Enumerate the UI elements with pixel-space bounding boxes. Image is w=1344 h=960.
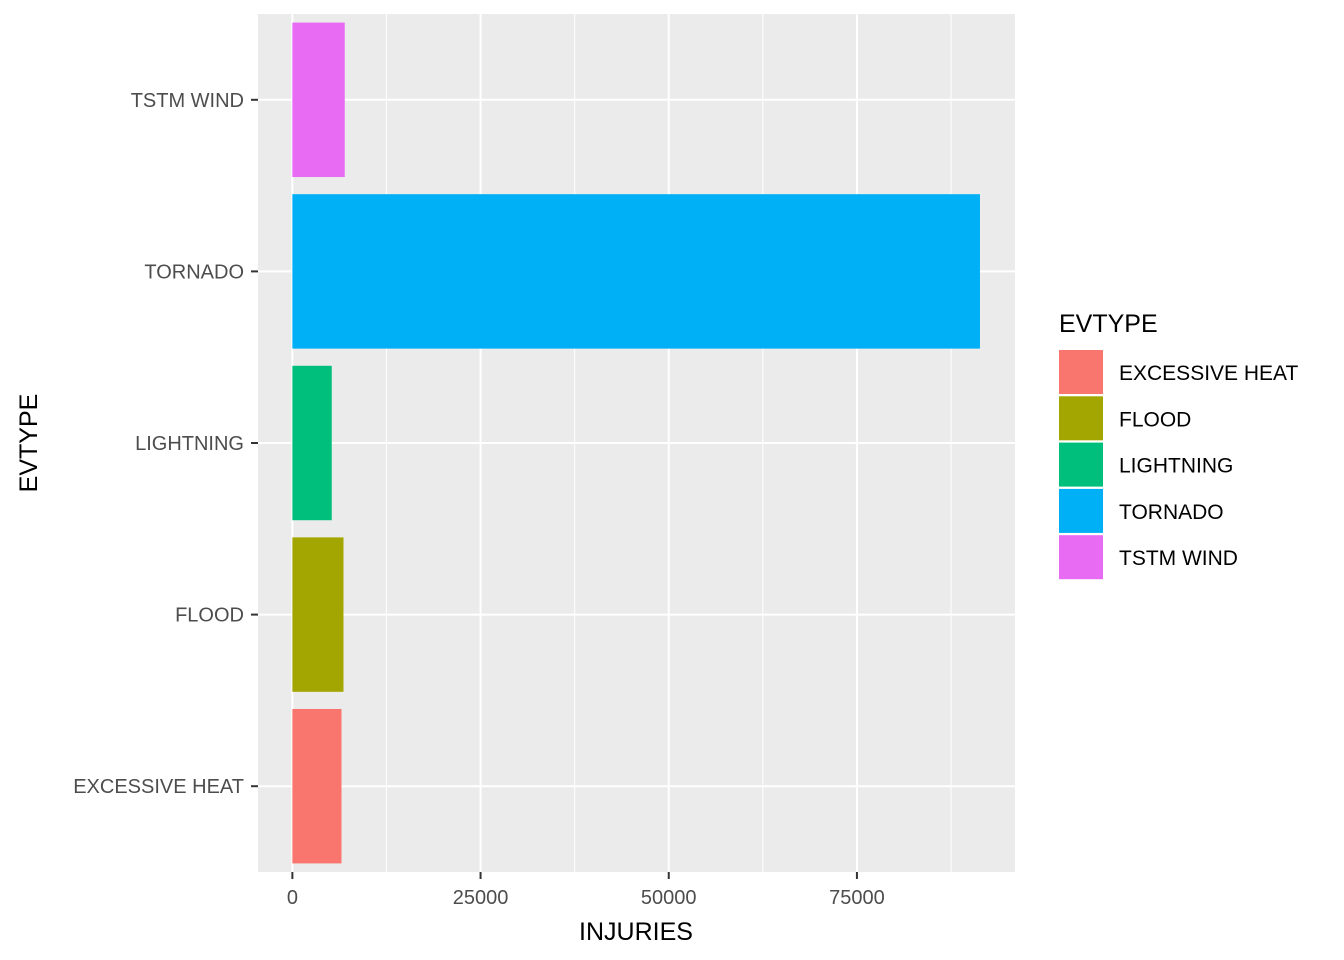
x-axis-title: INJURIES <box>579 918 693 946</box>
legend-label: LIGHTNING <box>1119 455 1233 478</box>
major-gridlines <box>258 14 1015 872</box>
legend-key <box>1059 535 1103 580</box>
legend-key <box>1059 488 1103 533</box>
legend-key <box>1059 396 1103 441</box>
x-axis: 0 25000 50000 75000 <box>287 872 885 909</box>
legend-label: EXCESSIVE HEAT <box>1119 362 1299 385</box>
legend-label: TSTM WIND <box>1119 547 1238 570</box>
y-axis: EXCESSIVE HEAT FLOOD LIGHTNING TORNADO TSTM … <box>73 90 258 798</box>
y-tick-label: FLOOD <box>175 605 244 627</box>
bar-flood <box>292 537 344 692</box>
y-tick-label: TORNADO <box>144 261 244 283</box>
x-tick-label: 50000 <box>641 887 697 909</box>
legend-key <box>1059 442 1103 487</box>
y-tick-label: EXCESSIVE HEAT <box>73 776 244 798</box>
legend: EVTYPE EXCESSIVE HEAT FLOOD LIGHTNING TORNA… <box>1059 310 1299 580</box>
y-tick-label: LIGHTNING <box>135 433 244 455</box>
x-tick-label: 75000 <box>829 887 885 909</box>
legend-title: EVTYPE <box>1059 310 1158 338</box>
bar-excessive-heat <box>292 708 342 864</box>
x-tick-label: 25000 <box>453 887 509 909</box>
y-axis-title: EVTYPE <box>15 394 43 493</box>
y-tick-label: TSTM WIND <box>131 90 244 112</box>
bar-lightning <box>292 365 332 521</box>
x-tick-label: 0 <box>287 887 298 909</box>
bar-tstm-wind <box>292 22 345 178</box>
bar-tornado <box>292 194 980 349</box>
legend-label: TORNADO <box>1119 501 1224 524</box>
bars <box>292 22 980 864</box>
legend-label: FLOOD <box>1119 408 1191 431</box>
legend-key <box>1059 350 1103 394</box>
